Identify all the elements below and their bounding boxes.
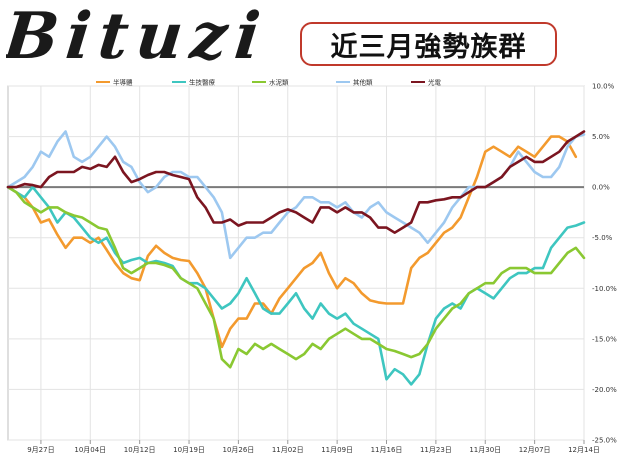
y-tick-label: 5.0% (592, 133, 610, 141)
series-line-2 (6, 185, 586, 386)
bituzi-logo-text: Bituzi (6, 2, 271, 72)
x-tick-label: 11月02日 (272, 446, 304, 454)
chart-title-box: 近三月強勢族群 (300, 22, 557, 66)
legend-label: 光電 (428, 78, 442, 87)
legend-label: 其他類 (353, 78, 373, 87)
series-line-1 (6, 135, 578, 349)
x-tick-label: 11月30日 (469, 446, 501, 454)
x-tick-label: 9月27日 (27, 446, 54, 454)
x-axis-ticks: 9月27日 10月04日 10月12日 10月19日 10月26日 11月02日 11月09… (27, 440, 600, 454)
chart-title: 近三月強勢族群 (330, 31, 527, 63)
y-tick-label: -25.0% (592, 437, 617, 445)
y-tick-label: -10.0% (592, 285, 617, 293)
bituzi-logo: Bituzi (6, 2, 271, 72)
x-tick-label: 10月12日 (124, 446, 156, 454)
x-tick-label: 12月07日 (519, 446, 551, 454)
legend-label: 水泥類 (269, 78, 289, 87)
series-line-3 (6, 185, 586, 369)
plot-frame (7, 85, 585, 441)
x-tick-label: 11月23日 (420, 446, 452, 454)
y-tick-label: -20.0% (592, 386, 617, 394)
y-tick-label: -5.0% (592, 234, 613, 242)
x-tick-label: 11月16日 (371, 446, 403, 454)
legend: 半導體 生技醫療 水泥類 其他類 光電 (96, 78, 442, 87)
x-tick-label: 11月09日 (321, 446, 353, 454)
legend-label: 生技醫療 (189, 78, 216, 87)
x-tick-label: 10月04日 (74, 446, 106, 454)
x-tick-label: 10月19日 (173, 446, 205, 454)
legend-label: 半導體 (113, 78, 133, 87)
x-tick-label: 12月14日 (568, 446, 600, 454)
series-lines (6, 130, 586, 386)
x-tick-label: 10月26日 (222, 446, 254, 454)
y-tick-label: 0.0% (592, 184, 610, 192)
y-axis-ticks: 10.0% 5.0% 0.0% -5.0% -10.0% -15.0% -20.0% -25.… (592, 83, 617, 445)
series-line-5 (6, 130, 586, 234)
plot-area (7, 85, 585, 441)
y-tick-label: -15.0% (592, 335, 617, 343)
y-tick-label: 10.0% (592, 83, 615, 91)
